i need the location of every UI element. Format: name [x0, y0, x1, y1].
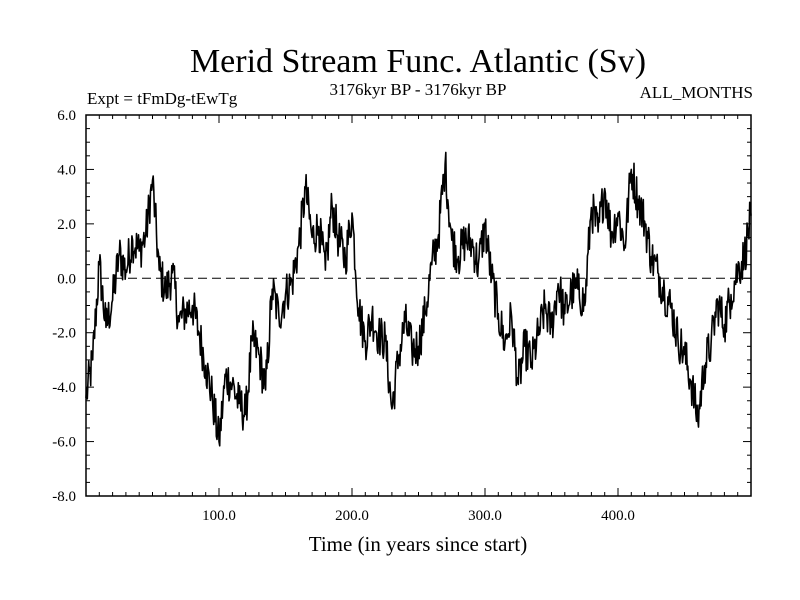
y-tick-label: 2.0 [57, 217, 76, 233]
series-line [85, 151, 752, 447]
x-tick-label: 300.0 [468, 508, 502, 524]
y-tick-label: 0.0 [57, 271, 76, 287]
y-tick-label: 4.0 [57, 162, 76, 178]
x-tick-label: 100.0 [202, 508, 236, 524]
plot-frame [85, 114, 752, 497]
chart-title: Merid Stream Func. Atlantic (Sv) [190, 43, 646, 80]
y-tick-label: -6.0 [52, 435, 76, 451]
x-axis: 100.0 200.0 300.0 400.0 [98, 115, 739, 524]
y-tick-label: 6.0 [57, 108, 76, 124]
subtitle-period: 3176kyr BP - 3176kyr BP [330, 80, 507, 99]
subtitle-expt: Expt = tFmDg-tEwTg [87, 89, 238, 108]
x-axis-label: Time (in years since start) [309, 532, 528, 556]
y-axis: 6.0 4.0 2.0 0.0 -2.0 -4.0 -6.0 -8.0 [52, 108, 751, 505]
y-tick-label: -2.0 [52, 326, 76, 342]
y-tick-label: -8.0 [52, 489, 76, 505]
subtitle-months: ALL_MONTHS [640, 83, 753, 102]
y-tick-label: -4.0 [52, 380, 76, 396]
x-tick-label: 400.0 [601, 508, 635, 524]
x-tick-label: 200.0 [335, 508, 369, 524]
